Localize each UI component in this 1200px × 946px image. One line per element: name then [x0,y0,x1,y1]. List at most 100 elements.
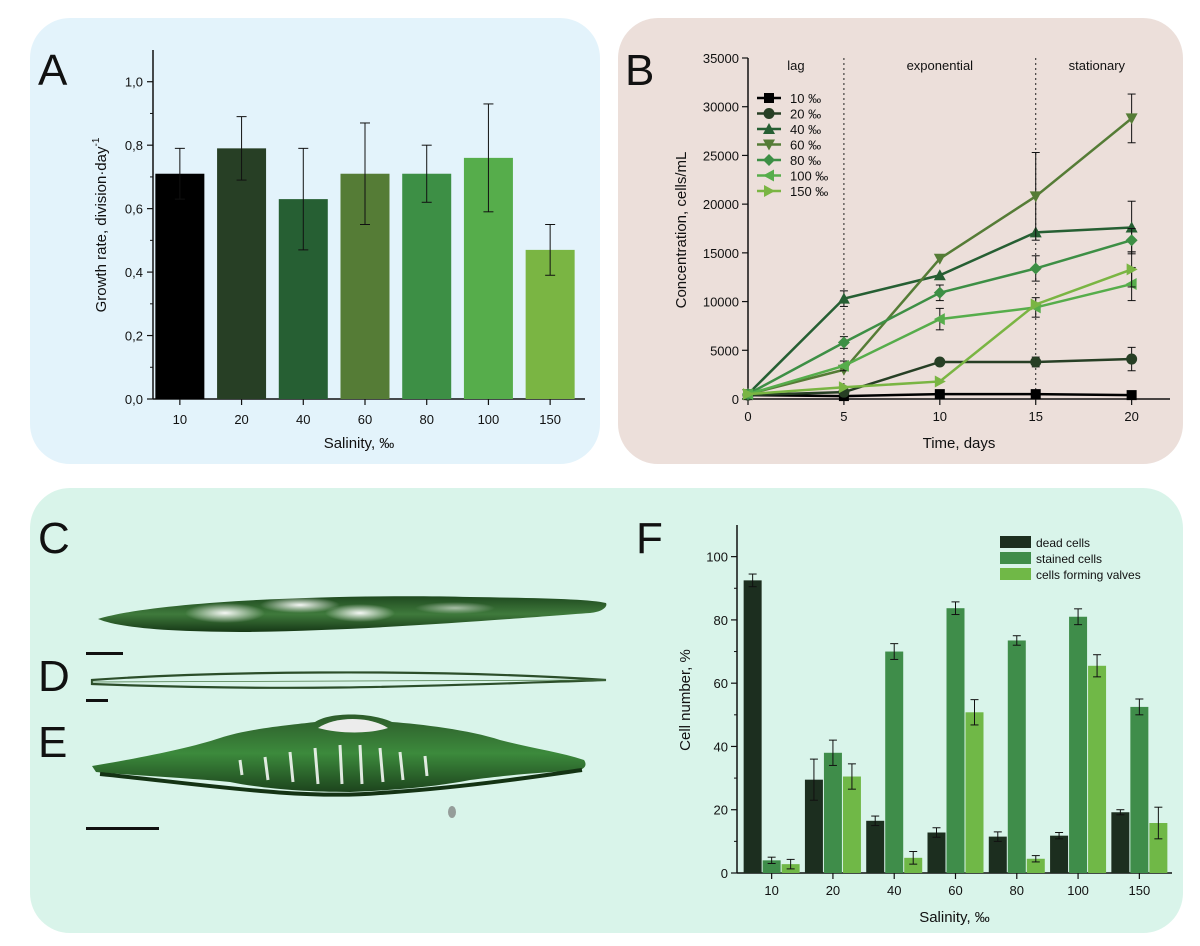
a-xtick-label: 100 [478,412,500,427]
f-bar [743,580,762,873]
f-bar [823,752,842,873]
b-data-point [837,336,850,349]
cell-image-d [90,671,607,689]
f-x-axis-label: Salinity, ‰ [919,909,990,926]
f-bar [866,820,885,873]
b-data-point [933,286,946,299]
b-xtick-label: 20 [1124,409,1138,424]
b-data-point [933,253,946,265]
f-y-axis-label: Cell number, % [677,649,694,751]
b-ytick-label: 15000 [703,246,739,261]
b-data-point [934,375,946,388]
a-y-axis-label-sup: -1 [91,137,102,146]
b-legend-marker [764,93,774,103]
panel-label-c: C [38,514,70,563]
f-bar [1130,706,1149,873]
b-legend-marker [763,154,775,166]
f-xtick-label: 10 [764,883,778,898]
f-bar [988,836,1007,873]
f-legend-swatch [1000,536,1031,548]
cell-image-e [92,714,586,797]
a-xtick-label: 80 [419,412,433,427]
b-data-point [1125,113,1138,125]
f-ytick-label: 40 [714,739,728,754]
f-bar [965,712,984,873]
f-bar [804,779,823,873]
f-xtick-label: 150 [1129,883,1151,898]
b-legend-label: 20 ‰ [790,107,821,122]
debris-particle [448,806,456,818]
a-ytick-label: 0,8 [125,138,143,153]
f-legend-swatch [1000,568,1031,580]
a-ytick-label: 1,0 [125,75,143,90]
b-data-point [1030,298,1042,311]
a-ytick-label: 0,4 [125,265,143,280]
f-legend-label: cells forming valves [1036,568,1141,582]
b-legend-label: 100 ‰ [790,169,828,184]
panel-label-d: D [38,652,70,701]
b-y-axis-label: Concentration, cells/mL [673,152,690,309]
panel-label-e: E [38,718,68,767]
b-data-point [838,381,850,394]
f-bar [885,651,904,873]
f-bar [1149,823,1168,873]
b-data-point [1029,191,1042,203]
f-ytick-label: 60 [714,676,728,691]
f-bar [1069,616,1088,873]
b-data-point [933,269,946,281]
b-phase-label: lag [787,58,804,73]
f-bar [1026,858,1045,873]
b-ytick-label: 35000 [703,51,739,66]
panel-label-a: A [38,46,68,95]
b-data-point [1125,221,1138,233]
b-ytick-label: 30000 [703,100,739,115]
b-data-point [933,313,945,326]
panel-b-background [618,18,1183,464]
a-xtick-label: 60 [358,412,372,427]
f-bar [842,776,861,873]
b-ytick-label: 20000 [703,197,739,212]
f-bar [762,860,781,873]
a-y-axis-label: Growth rate, division·day-1 [91,137,110,312]
a-bar [402,173,452,399]
a-ytick-label: 0,6 [125,202,143,217]
f-bar [1007,640,1026,873]
b-data-point [1030,356,1042,368]
panel-label-f: F [636,514,663,563]
f-xtick-label: 80 [1010,883,1024,898]
f-bar [1050,835,1069,873]
b-data-point [837,292,850,304]
a-xtick-label: 20 [234,412,248,427]
b-data-point [1126,353,1138,365]
b-data-point [1030,389,1041,400]
a-bar [217,148,267,399]
b-legend-label: 40 ‰ [790,122,821,137]
b-legend-marker [763,123,775,134]
b-xtick-label: 5 [840,409,847,424]
b-data-point [934,356,946,368]
b-xtick-label: 0 [744,409,751,424]
b-legend-label: 10 ‰ [790,91,821,106]
cell-image-c [98,596,607,632]
b-legend-marker [763,169,774,182]
b-x-axis-label: Time, days [923,435,996,452]
panel-label-b: B [625,46,655,95]
f-bar [946,608,965,873]
b-data-point [1125,234,1138,247]
a-ytick-label: 0,2 [125,329,143,344]
b-ytick-label: 5000 [710,343,739,358]
b-legend-label: 150 ‰ [790,184,828,199]
a-x-axis-label: Salinity, ‰ [324,435,395,452]
a-xtick-label: 150 [539,412,561,427]
b-xtick-label: 15 [1028,409,1042,424]
b-phase-label: stationary [1069,58,1126,73]
f-legend-label: dead cells [1036,536,1090,550]
a-ytick-label: 0,0 [125,392,143,407]
b-data-point [837,359,849,372]
f-bar [1088,665,1107,873]
f-bar [1111,812,1130,873]
b-data-point [1126,390,1137,401]
scale-bars [86,652,159,830]
